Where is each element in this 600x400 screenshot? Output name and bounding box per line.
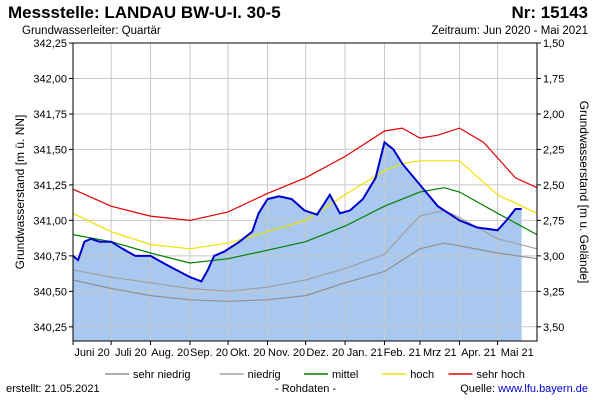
x-tick-label: Feb. 21: [384, 347, 421, 359]
plot-frame: [72, 42, 538, 342]
y-tick-label: 342,25: [33, 38, 67, 50]
y-right-tick-label: 3,50: [543, 322, 564, 334]
legend-label: sehr niedrig: [133, 369, 190, 381]
x-tick-label: Mrz 21: [423, 347, 457, 359]
source-label: Quelle:: [460, 383, 496, 395]
x-tick-label: Nov. 20: [268, 347, 305, 359]
created-label: erstellt:: [6, 383, 42, 395]
y-right-tick-label: 2,00: [543, 109, 564, 121]
created-info: erstellt: 21.05.2021: [6, 383, 100, 395]
x-tick-label: Juli 20: [115, 347, 147, 359]
y-right-tick-label: 1,75: [543, 73, 564, 85]
series-line-sehr-niedrig: [72, 242, 538, 302]
x-tick-label: Okt. 20: [230, 347, 265, 359]
y-right-tick-label: 3,00: [543, 251, 564, 263]
station-title: Messstelle: LANDAU BW-U-I. 30-5: [8, 3, 281, 22]
y-right-tick-label: 1,50: [543, 38, 564, 50]
series-line-sehr-hoch: [72, 127, 538, 222]
y-axis-title: Grundwasserstand [m ü. NN]: [13, 115, 27, 270]
x-tick-label: Juni 20: [74, 347, 109, 359]
y-right-tick-label: 2,25: [543, 144, 564, 156]
y-tick-label: 340,25: [33, 322, 67, 334]
legend-label: hoch: [410, 369, 434, 381]
legend-label: niedrig: [248, 369, 281, 381]
station-number: Nr: 15143: [511, 3, 588, 22]
source-info: Quelle: www.lfu.bayern.de: [460, 383, 588, 395]
legend-label: mittel: [332, 369, 358, 381]
x-tick-label: Sep. 20: [190, 347, 228, 359]
source-link[interactable]: www.lfu.bayern.de: [498, 383, 588, 395]
created-date: 21.05.2021: [44, 383, 100, 395]
series-line-niedrig: [72, 209, 538, 292]
y-right-tick-label: 3,25: [543, 286, 564, 298]
x-tick-label: Dez. 20: [306, 347, 344, 359]
raw-data-note: - Rohdaten -: [275, 383, 337, 395]
y-right-tick-label: 2,50: [543, 180, 564, 192]
series-line-mittel: [72, 187, 538, 264]
x-tick-label: Mai 21: [501, 347, 534, 359]
legend-label: sehr hoch: [477, 369, 525, 381]
series-line-measured: [72, 140, 522, 283]
y-tick-label: 341,00: [33, 215, 67, 227]
x-tick-label: Jan. 21: [347, 347, 383, 359]
aquifer-label: Grundwasserleiter: Quartär: [22, 25, 161, 37]
y-tick-label: 341,75: [33, 109, 67, 121]
y-right-axis-title: Grundwasserstand [m u. Gelände]: [577, 101, 591, 284]
x-tick-label: Aug. 20: [151, 347, 189, 359]
period-label: Zeitraum: Jun 2020 - Mai 2021: [431, 25, 588, 37]
y-tick-label: 340,75: [33, 251, 67, 263]
y-tick-label: 342,00: [33, 73, 67, 85]
y-right-tick-label: 2,75: [543, 215, 564, 227]
series-line-hoch: [72, 160, 538, 250]
y-tick-label: 340,50: [33, 286, 67, 298]
y-tick-label: 341,25: [33, 180, 67, 192]
y-tick-label: 341,50: [33, 144, 67, 156]
x-tick-label: Apr. 21: [461, 347, 496, 359]
